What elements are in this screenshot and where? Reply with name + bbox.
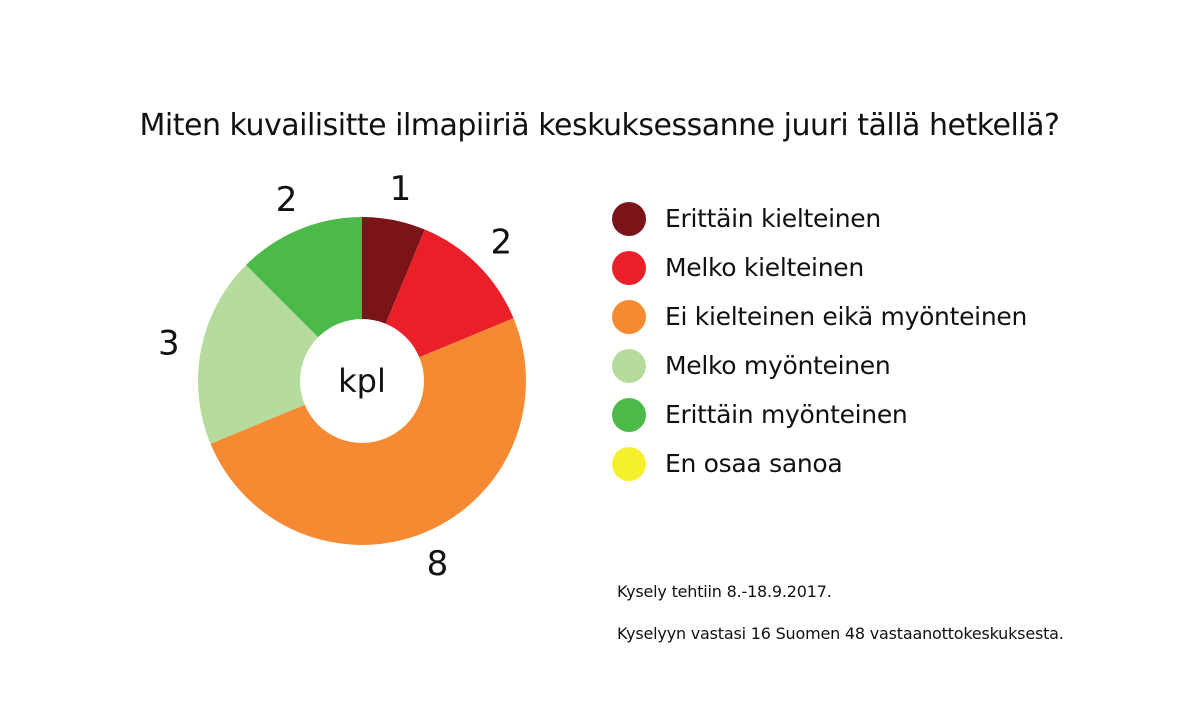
legend-label: Erittäin kielteinen xyxy=(665,204,881,233)
chart-title: Miten kuvailisitte ilmapiiriä keskuksess… xyxy=(139,108,1060,143)
legend-item: En osaa sanoa xyxy=(612,439,1027,488)
donut-slice xyxy=(197,265,362,444)
respondents-note: Kyselyyn vastasi 16 Suomen 48 vastaanott… xyxy=(617,624,1064,643)
legend-label: Ei kielteinen eikä myönteinen xyxy=(665,302,1028,331)
survey-notes: Kysely tehtiin 8.-18.9.2017. Kyselyyn va… xyxy=(617,578,1064,662)
legend-swatch xyxy=(612,348,646,383)
legend-label: En osaa sanoa xyxy=(665,449,843,478)
legend-label: Erittäin myönteinen xyxy=(665,400,908,429)
slice-value-label: 3 xyxy=(158,324,180,364)
slice-value-label: 1 xyxy=(390,169,412,209)
survey-date-note: Kysely tehtiin 8.-18.9.2017. xyxy=(617,582,832,601)
legend-label: Melko kielteinen xyxy=(665,253,864,282)
legend-swatch xyxy=(612,201,646,236)
legend-label: Melko myönteinen xyxy=(665,351,891,380)
legend-item: Erittäin myönteinen xyxy=(612,390,1027,439)
legend-item: Melko kielteinen xyxy=(612,243,1027,292)
legend-swatch xyxy=(612,397,646,432)
legend-swatch xyxy=(612,250,646,285)
chart-legend: Erittäin kielteinen Melko kielteinen Ei ki… xyxy=(612,194,1027,488)
slice-value-label: 2 xyxy=(490,223,512,263)
center-label: kpl xyxy=(338,362,386,400)
value-labels: 1 2 8 3 2 xyxy=(158,169,512,584)
slice-value-label: 2 xyxy=(276,180,298,220)
donut-hole xyxy=(300,319,424,443)
legend-swatch xyxy=(612,299,646,334)
legend-swatch xyxy=(612,446,646,481)
slice-value-label: 8 xyxy=(427,544,449,584)
legend-item: Ei kielteinen eikä myönteinen xyxy=(612,292,1027,341)
legend-item: Melko myönteinen xyxy=(612,341,1027,390)
legend-item: Erittäin kielteinen xyxy=(612,194,1027,243)
